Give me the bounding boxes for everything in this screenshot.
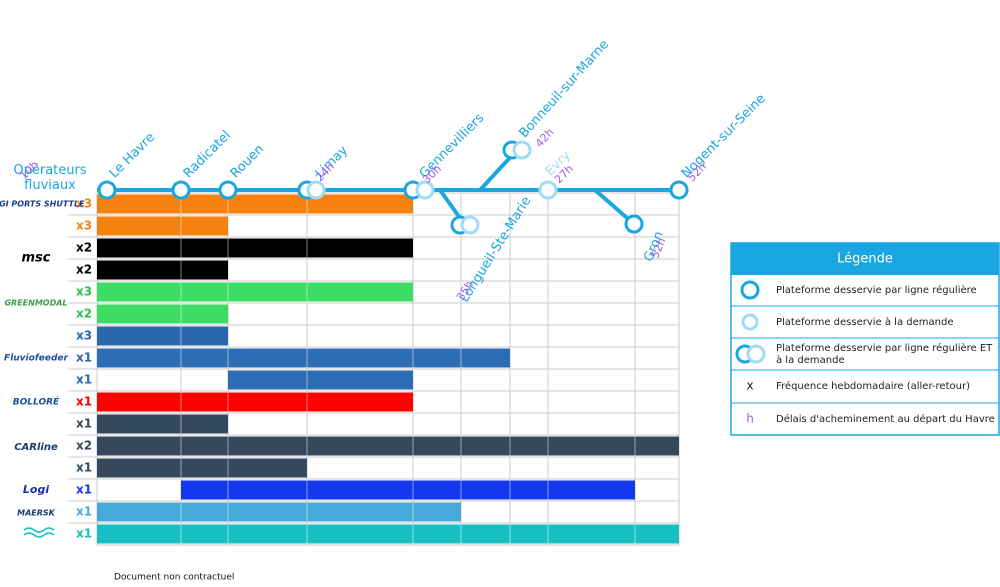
service-bar [97, 238, 413, 258]
legend-label: Plateforme desservie à la demande [776, 316, 953, 328]
service-bar [97, 282, 413, 302]
frequency: x3 [76, 285, 92, 299]
footer-note: Document non contractuel [114, 573, 234, 583]
frequency: x1 [76, 351, 92, 365]
frequency: x1 [76, 373, 92, 387]
legend-icon [746, 344, 766, 364]
legend-label: Plateforme desservie par ligne régulière [776, 284, 977, 296]
operator-logo: msc [22, 251, 51, 266]
platform [306, 180, 326, 200]
service-bar [97, 348, 510, 368]
platform [624, 214, 644, 234]
legend-icon [740, 280, 760, 300]
operator-logo: CARline [14, 442, 58, 453]
frequency: x3 [76, 329, 92, 343]
legend-label: Délais d'acheminement au départ du Havre [776, 413, 995, 425]
frequency: x2 [76, 263, 92, 277]
service-bar [97, 392, 413, 412]
station-name: Rouen [228, 142, 268, 182]
legend-label: Plateforme desservie par ligne régulière… [776, 342, 993, 366]
platform [97, 180, 117, 200]
service-bar [97, 326, 228, 346]
service-bar [97, 194, 413, 214]
frequency: x1 [76, 483, 92, 497]
platform [512, 140, 532, 160]
service-bar [97, 502, 461, 522]
platform [218, 180, 238, 200]
title-1: Opérateurs fluviaux [13, 163, 86, 193]
frequency: x1 [76, 417, 92, 431]
frequency: x2 [76, 307, 92, 321]
service-bar [97, 524, 679, 544]
legend-symbol: x [746, 379, 753, 393]
platform [538, 180, 558, 200]
legend-icon [741, 313, 759, 331]
legend-header [731, 243, 999, 275]
operator-logo: GREENMODAL [4, 299, 67, 308]
route-line [97, 148, 679, 227]
station-name: Radicatel [181, 128, 234, 181]
frequency: x1 [76, 505, 92, 519]
frequency: x3 [76, 197, 92, 211]
service-bar [97, 436, 679, 456]
legend-label: Fréquence hebdomadaire (aller-retour) [776, 380, 970, 392]
service-bar [97, 458, 307, 478]
service-bar [97, 260, 228, 280]
service-bar [97, 414, 228, 434]
station-name: Le Havre [107, 130, 158, 181]
platform [669, 180, 689, 200]
operator-logo: Fluviofeeder [4, 354, 68, 364]
platform [171, 180, 191, 200]
frequency: x3 [76, 219, 92, 233]
service-bar [228, 370, 413, 390]
legend-symbol: h [746, 412, 754, 426]
frequency: x1 [76, 527, 92, 541]
platform [415, 180, 435, 200]
operator-logo: Logi [23, 483, 49, 496]
platform [460, 215, 480, 235]
operator-logo: BOLLORÉ [13, 396, 60, 408]
service-bar [181, 480, 635, 500]
wave-logo [23, 527, 55, 538]
operator-logo: MAERSK [17, 509, 56, 518]
service-bar [97, 216, 228, 236]
frequency: x2 [76, 439, 92, 453]
station-name: Bonneuil-sur-Marne [516, 37, 612, 141]
frequency: x2 [76, 241, 92, 255]
legend-title: Légende [837, 252, 893, 267]
frequency: x1 [76, 461, 92, 475]
service-bar [97, 304, 228, 324]
operator-logo: LOGI PORTS SHUTTLE [0, 200, 85, 209]
frequency: x1 [76, 395, 92, 409]
